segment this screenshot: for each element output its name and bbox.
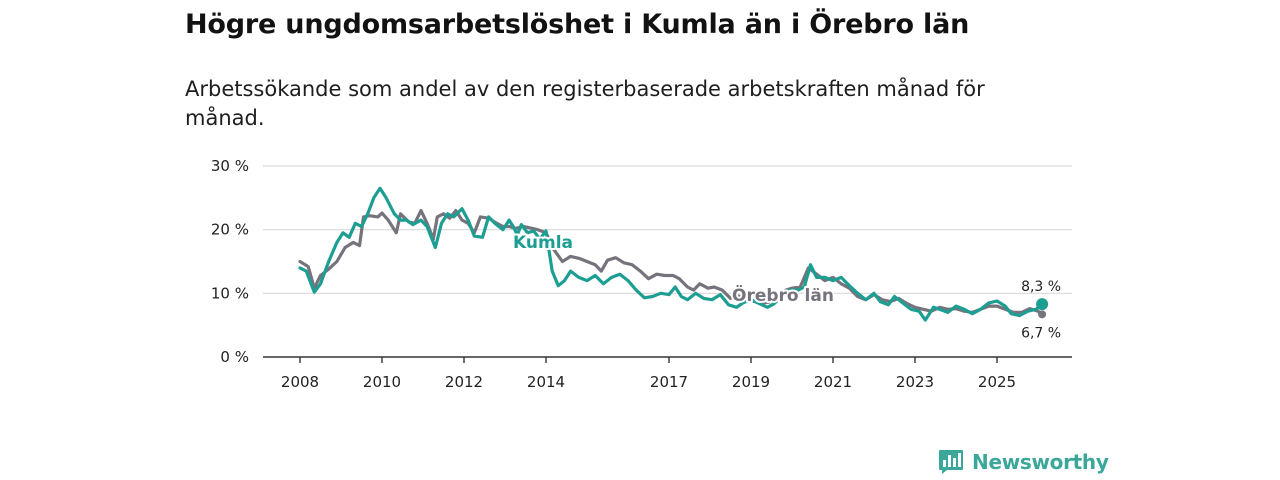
series-label-orebro-lan: Örebro län [732,284,834,306]
series-end-marker-orebro-lan [1038,310,1047,319]
x-tick-label: 2025 [978,373,1016,391]
chart-title: Högre ungdomsarbetslöshet i Kumla än i Ö… [185,9,970,40]
x-tick-label: 2023 [896,373,934,391]
series-labels: Kumla Örebro län 8,3 % 6,7 % [511,231,1061,341]
y-tick-label: 10 % [211,284,249,302]
x-tick-label: 2021 [814,373,852,391]
series-label-kumla: Kumla [513,233,573,253]
x-tick-label: 2017 [650,373,688,391]
x-tick-label: 2010 [363,373,401,391]
end-value-kumla: 8,3 % [1021,279,1061,295]
axes: 0 % 10 % 20 % 30 % 2008 2010 2012 2014 2017 2019 2… [211,157,1072,391]
x-tick-label: 2019 [732,373,770,391]
series-line-orebro-lan [298,209,1044,316]
y-tick-label: 0 % [220,348,249,366]
x-tick-label: 2012 [445,373,483,391]
series-line-kumla [298,186,1044,322]
series-end-marker-kumla [1036,298,1049,311]
x-tick-label: 2014 [527,373,565,391]
bar-chart-icon [939,450,963,474]
x-tick-label: 2008 [281,373,319,391]
series-lines [298,186,1049,322]
end-value-orebro-lan: 6,7 % [1021,325,1061,341]
y-tick-label: 20 % [211,221,249,239]
chart-subtitle: Arbetssökande som andel av den registerb… [185,77,985,130]
brand-name: Newsworthy [972,450,1109,474]
newsworthy-logo: Newsworthy [938,449,1109,475]
y-tick-label: 30 % [211,157,249,175]
